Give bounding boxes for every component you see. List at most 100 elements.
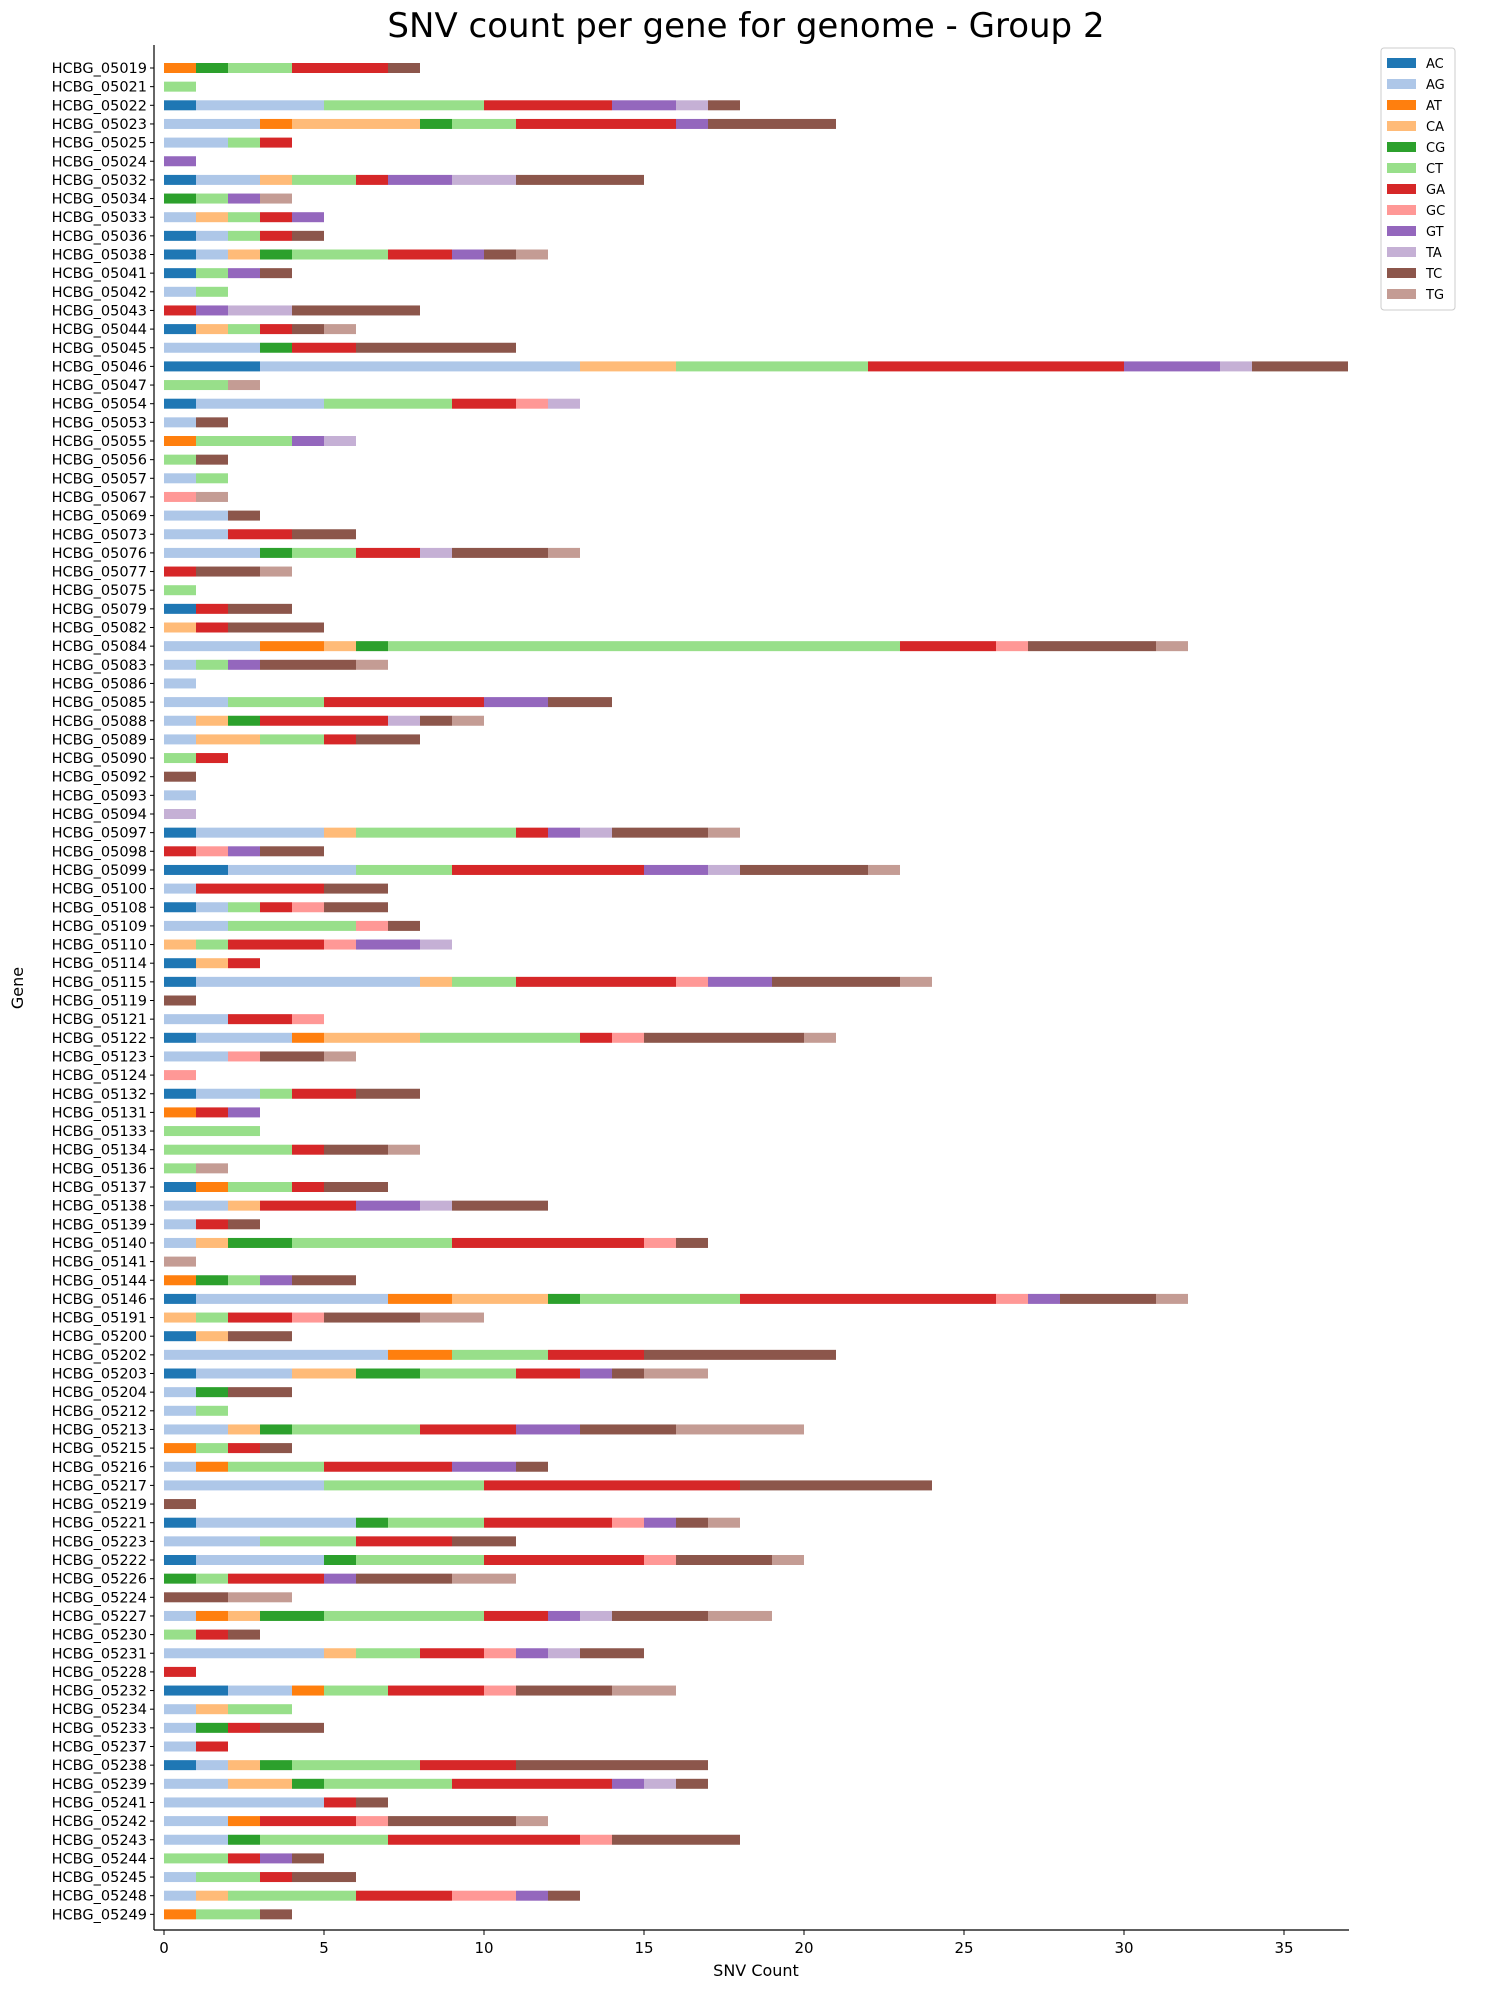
bar-segment-gt <box>644 1517 676 1528</box>
bar-segment-ta <box>548 1648 580 1659</box>
bar-segment-ct <box>324 1685 388 1696</box>
bar-segment-ct <box>196 1405 228 1416</box>
bar-segment-gt <box>612 100 676 111</box>
bar-segment-tc <box>292 324 324 335</box>
y-tick-label: HCBG_05100 <box>52 882 147 898</box>
legend-entry-label: AC <box>1426 57 1444 72</box>
bar-segment-ct <box>196 659 228 670</box>
bar-segment-ag <box>164 529 228 540</box>
legend-frame <box>1380 47 1456 311</box>
bar-segment-cg <box>324 1555 356 1565</box>
bar-segment-ga <box>228 1443 260 1454</box>
y-tick-label: HCBG_05248 <box>52 1889 147 1905</box>
bar-segment-tg <box>196 1163 228 1174</box>
bar-segment-ga <box>196 753 228 764</box>
bar-segment-ct <box>196 286 228 297</box>
bar-segment-tc <box>196 566 260 577</box>
bar-segment-ga <box>164 305 196 316</box>
bar-segment-ct <box>324 100 484 111</box>
bar-segment-gc <box>612 1032 644 1043</box>
bar-segment-ct <box>292 249 388 260</box>
bar-segment-ct <box>356 827 516 838</box>
bar-segment-tc <box>708 118 836 129</box>
bar-segment-gt <box>580 1368 612 1379</box>
y-tick-label: HCBG_05249 <box>52 1907 147 1923</box>
y-tick-label: HCBG_05088 <box>52 714 147 730</box>
bar-segment-ac <box>164 976 196 987</box>
bar-segment-ct <box>388 641 900 652</box>
bar-segment-tc <box>260 1443 292 1454</box>
y-tick-label: HCBG_05237 <box>52 1740 147 1756</box>
bar-segment-ct <box>164 753 196 764</box>
bar-segment-gc <box>324 939 356 950</box>
y-tick-label: HCBG_05226 <box>52 1572 147 1588</box>
bar-segment-tg <box>868 864 900 875</box>
bar-segment-ct <box>260 1834 388 1845</box>
bar-segment-cg <box>164 1573 196 1584</box>
bar-segment-ca <box>324 1648 356 1659</box>
bar-segment-tc <box>612 1368 644 1379</box>
bar-segment-ag <box>196 100 324 111</box>
bar-segment-ct <box>196 436 292 446</box>
bar-segment-ga <box>452 1778 612 1789</box>
y-tick-label: HCBG_05215 <box>52 1441 147 1457</box>
bar-segment-ag <box>164 118 260 129</box>
bar-segment-ta <box>420 939 452 950</box>
y-tick-label: HCBG_05047 <box>52 378 147 394</box>
bar-segment-tc <box>260 659 356 670</box>
bar-segment-gt <box>292 212 324 223</box>
y-tick-label: HCBG_05069 <box>52 509 147 525</box>
bar-segment-gc <box>996 1293 1028 1304</box>
y-tick-label: HCBG_05144 <box>52 1273 147 1289</box>
bar-segment-tc <box>676 1237 708 1248</box>
bar-segment-ag <box>164 1387 196 1398</box>
bar-segment-cg <box>356 641 388 652</box>
legend-swatch <box>1387 205 1416 215</box>
legend-entry-label: GA <box>1426 183 1445 198</box>
y-tick-label: HCBG_05204 <box>52 1385 147 1401</box>
legend-swatch <box>1387 163 1416 173</box>
bar-segment-gt <box>164 156 196 167</box>
bar-segment-ga <box>452 398 516 409</box>
bar-segment-gt <box>548 1610 580 1621</box>
bar-segment-ag <box>164 286 196 297</box>
bar-segment-ac <box>164 864 228 875</box>
bar-segment-ga <box>484 1610 548 1621</box>
bar-segment-gt <box>260 1853 292 1864</box>
bar-segment-ga <box>164 566 196 577</box>
y-tick-label: HCBG_05245 <box>52 1870 147 1886</box>
y-tick-label: HCBG_05136 <box>52 1161 147 1177</box>
bar-segment-gc <box>484 1648 516 1659</box>
bar-segment-gc <box>164 1070 196 1081</box>
y-tick-label: HCBG_05231 <box>52 1646 147 1662</box>
bar-segment-ga <box>356 547 420 558</box>
bar-segment-ct <box>452 1349 548 1360</box>
bar-segment-ca <box>228 1424 260 1435</box>
bar-segment-ga <box>324 734 356 745</box>
bar-segment-gt <box>388 174 452 185</box>
bar-segment-ag <box>196 1032 292 1043</box>
bar-segment-tg <box>644 1368 708 1379</box>
y-tick-label: HCBG_05023 <box>52 117 147 133</box>
bar-segment-cg <box>196 1387 228 1398</box>
bar-segment-ga <box>324 697 484 708</box>
bar-segment-at <box>260 641 324 652</box>
bar-segment-ct <box>228 1461 324 1472</box>
bar-segment-tc <box>644 1032 804 1043</box>
y-tick-label: HCBG_05114 <box>52 956 147 972</box>
bar-segment-ag <box>196 174 260 185</box>
y-tick-label: HCBG_05137 <box>52 1180 147 1196</box>
bar-segment-ga <box>324 1797 356 1808</box>
bar-segment-ag <box>164 734 196 745</box>
bar-segment-ta <box>708 864 740 875</box>
bar-segment-ta <box>164 809 196 819</box>
bar-segment-ag <box>164 659 196 670</box>
bar-segment-gt <box>676 118 708 129</box>
bar-segment-ag <box>164 1424 228 1435</box>
bar-segment-at <box>164 63 196 73</box>
bar-segment-gt <box>260 1275 292 1286</box>
y-tick-label: HCBG_05217 <box>52 1478 147 1494</box>
bar-segment-ct <box>580 1293 740 1304</box>
bar-segment-cg <box>228 1237 292 1248</box>
bar-segment-ga <box>356 174 388 185</box>
